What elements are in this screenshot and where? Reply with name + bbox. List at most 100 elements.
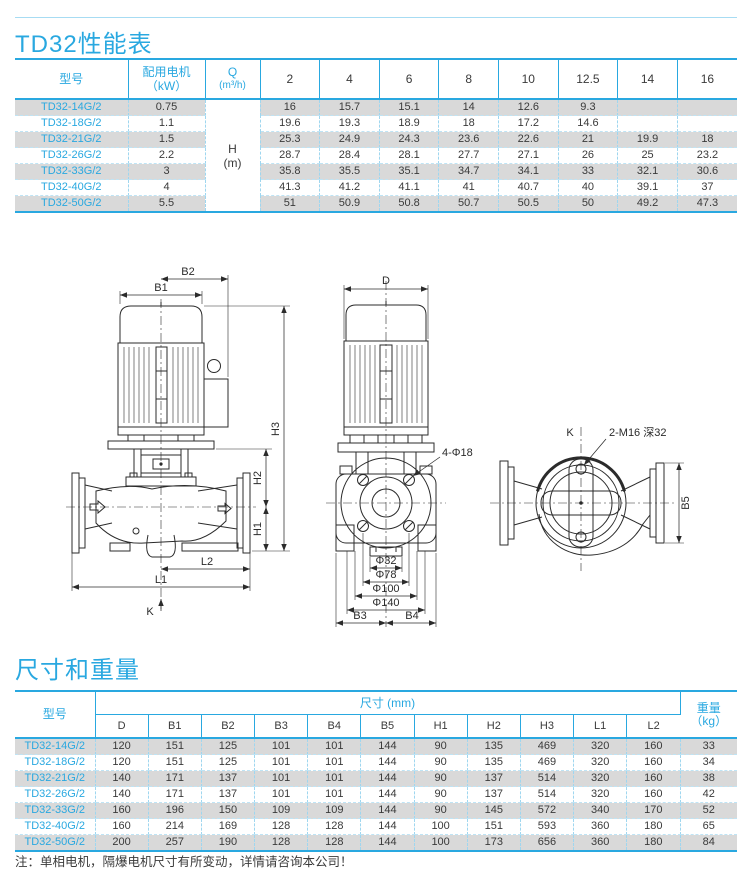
value-cell: 19.3 <box>319 115 380 132</box>
value-cell: 320 <box>573 770 628 787</box>
weight-cell: 34 <box>680 754 737 771</box>
value-cell: 26 <box>558 147 619 164</box>
weight-cell: 33 <box>680 738 737 755</box>
dim-label-d78: Φ78 <box>375 569 396 581</box>
value-cell: 137 <box>467 770 521 787</box>
value-cell: 101 <box>307 786 362 803</box>
value-cell: 160 <box>626 786 681 803</box>
col-header-q2: 2 <box>260 59 321 100</box>
dimensions-subheader-row: D B1 B2 B3 B4 B5 H1 H2 H3 L1 L2 <box>15 714 737 739</box>
value-cell: 169 <box>201 818 256 835</box>
value-cell: 128 <box>307 818 362 835</box>
value-cell: 144 <box>360 786 415 803</box>
value-cell: 572 <box>520 802 575 819</box>
model-cell: TD32-14G/2 <box>15 99 129 116</box>
table-row: TD32-26G/2 2.2 28.7 28.4 28.1 27.7 27.1 … <box>15 147 737 164</box>
value-cell: 514 <box>520 770 575 787</box>
dim-label-h1: H1 <box>252 522 264 536</box>
value-cell: 35.5 <box>319 163 380 180</box>
value-cell: 656 <box>520 834 575 851</box>
value-cell: 47.3 <box>677 195 737 212</box>
dim-label-d100: Φ100 <box>372 583 399 595</box>
col-header-model: 型号 <box>15 691 96 739</box>
model-cell: TD32-40G/2 <box>15 179 129 196</box>
table-row: TD32-18G/2 1.1 19.6 19.3 18.9 18 17.2 14… <box>15 115 737 132</box>
value-cell: 160 <box>95 818 149 835</box>
value-cell: 4 <box>128 179 206 196</box>
value-cell: 145 <box>467 802 521 819</box>
value-cell: 90 <box>414 738 468 755</box>
value-cell: 100 <box>414 818 468 835</box>
value-cell: 2.2 <box>128 147 206 164</box>
value-cell: 32.1 <box>617 163 678 180</box>
model-cell: TD32-21G/2 <box>15 131 129 148</box>
value-cell: 593 <box>520 818 575 835</box>
col-header-L2: L2 <box>626 714 680 739</box>
value-cell: 101 <box>254 738 309 755</box>
weight-cell: 38 <box>680 770 737 787</box>
col-header-H2: H2 <box>467 714 521 739</box>
performance-title: TD32性能表 <box>15 31 153 58</box>
value-cell: 109 <box>307 802 362 819</box>
value-cell: 24.9 <box>319 131 380 148</box>
value-cell: 34.7 <box>438 163 499 180</box>
value-cell <box>617 115 678 132</box>
value-cell: 25 <box>617 147 678 164</box>
model-cell: TD32-21G/2 <box>15 770 96 787</box>
col-header-H3: H3 <box>520 714 575 739</box>
col-header-dims: 尺寸 (mm) <box>95 691 681 715</box>
value-cell: 19.9 <box>617 131 678 148</box>
value-cell: 28.4 <box>319 147 380 164</box>
value-cell: 21 <box>558 131 619 148</box>
value-cell: 101 <box>254 786 309 803</box>
weight-cell: 84 <box>680 834 737 851</box>
value-cell: 101 <box>307 770 362 787</box>
value-cell: 125 <box>201 754 256 771</box>
col-header-H1: H1 <box>414 714 468 739</box>
model-cell: TD32-18G/2 <box>15 115 129 132</box>
table-row: TD32-33G/2 3 35.8 35.5 35.1 34.7 34.1 33… <box>15 163 737 180</box>
value-cell: 1.1 <box>128 115 206 132</box>
value-cell: 144 <box>360 770 415 787</box>
col-header-flow: Q (m³/h) <box>205 59 261 100</box>
value-cell: 28.1 <box>379 147 440 164</box>
model-cell: TD32-40G/2 <box>15 818 96 835</box>
value-cell: 137 <box>201 786 256 803</box>
value-cell: 35.8 <box>260 163 321 180</box>
col-header-B2: B2 <box>201 714 256 739</box>
value-cell: 90 <box>414 786 468 803</box>
value-cell: 128 <box>307 834 362 851</box>
col-header-B1: B1 <box>148 714 202 739</box>
value-cell: 469 <box>520 738 575 755</box>
dim-label-b1: B1 <box>154 282 167 294</box>
table-row: TD32-21G/2 140 171 137 101 101 144 90 13… <box>15 770 737 787</box>
value-cell: 25.3 <box>260 131 321 148</box>
value-cell: 39.1 <box>617 179 678 196</box>
model-cell: TD32-33G/2 <box>15 163 129 180</box>
value-cell: 14 <box>438 99 499 116</box>
value-cell: 50.9 <box>319 195 380 212</box>
value-cell: 137 <box>467 786 521 803</box>
motor-side <box>107 302 229 450</box>
value-cell: 101 <box>307 754 362 771</box>
volute-side <box>71 472 251 558</box>
dim-label-k: K <box>146 606 154 618</box>
value-cell: 50 <box>558 195 619 212</box>
value-cell <box>677 99 737 116</box>
value-cell: 41.1 <box>379 179 440 196</box>
value-cell: 151 <box>148 754 202 771</box>
dim-label-h2: H2 <box>252 471 264 485</box>
value-cell <box>677 115 737 132</box>
dimension-lines <box>583 438 684 544</box>
col-header-B4: B4 <box>307 714 362 739</box>
pump-drawings: B2 B1 H3 H2 H1 L2 L1 K <box>0 255 752 647</box>
value-cell: 171 <box>148 786 202 803</box>
table-row: TD32-50G/2 5.5 51 50.9 50.8 50.7 50.5 50… <box>15 195 737 212</box>
top-view-drawing: K 2-M16 深32 B5 <box>490 426 692 571</box>
dim-label-d32: Φ32 <box>375 555 396 567</box>
value-cell: 109 <box>254 802 309 819</box>
col-header-motor: 配用电机 （kW） <box>128 59 206 100</box>
value-cell: 51 <box>260 195 321 212</box>
value-cell: 0.75 <box>128 99 206 116</box>
